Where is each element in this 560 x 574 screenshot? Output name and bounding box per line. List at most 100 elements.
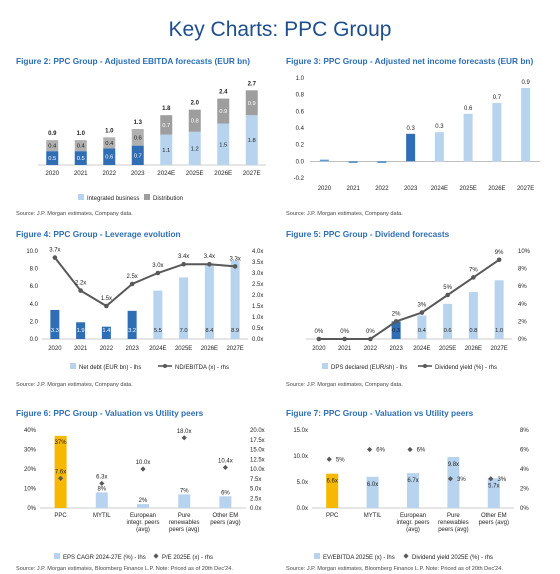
bar-label-dps: 1.0: [495, 328, 503, 334]
point-label-dividend-yield: 3%: [457, 477, 466, 483]
bar-eps-cagr: [95, 492, 108, 508]
x-tick-label: 2027E: [226, 346, 243, 352]
point-dividend-yield: [393, 319, 399, 324]
bar-label-integrated: 0.5: [77, 156, 85, 162]
bar-net-debt: [127, 310, 137, 339]
x-tick-label: 2024E: [431, 186, 448, 192]
point-label-nd-ebitda: 3.0x: [152, 263, 163, 269]
legend-label-distribution: Distribution: [153, 196, 183, 202]
bar-integrated-business: [131, 145, 144, 165]
bar-label-distribution: 0.4: [77, 144, 86, 150]
bar-label-net-debt: 1.4: [102, 328, 111, 334]
x-tick-label: 2025E: [459, 186, 476, 192]
y-right-tick-label: 6%: [518, 284, 527, 290]
figure-5-title: Figure 5: PPC Group - Dividend forecasts: [286, 229, 450, 239]
point-nd-ebitda: [104, 303, 109, 309]
x-tick-label: 2026E: [465, 346, 482, 352]
bar-distribution: [74, 140, 87, 152]
bar: [492, 103, 502, 162]
x-tick-label: 2024E: [413, 346, 430, 352]
x-tick-label: 2023: [389, 346, 403, 352]
x-tick-label: 2021: [338, 346, 352, 352]
bar-distribution: [245, 90, 258, 116]
x-tick-label: PPC: [326, 513, 339, 519]
bar-eps-cagr: [219, 496, 232, 508]
point-nd-ebitda: [78, 288, 83, 293]
figure-7-source: Source: J.P. Morgan estimates, Bloomberg…: [286, 566, 503, 572]
point-dividend-yield: [488, 476, 494, 482]
y-right-tick-label: 4%: [518, 302, 527, 308]
figure-2-title: Figure 2: PPC Group - Adjusted EBITDA fo…: [16, 56, 251, 66]
y-left-tick-label: 20%: [24, 467, 37, 473]
y-right-tick-label: 4.0x: [252, 249, 263, 255]
point-label-dividend-yield: 0%: [315, 329, 324, 335]
point-dividend-yield: [419, 310, 425, 315]
bar-distribution: [46, 140, 59, 152]
point-label-nd-ebitda: 3.4x: [178, 254, 189, 260]
x-tick-label: MYTIL: [93, 513, 111, 519]
bar-label-integrated: 1.5: [219, 142, 227, 148]
x-tick-label: 2020: [45, 170, 59, 177]
y-right-tick-label: 0.0x: [252, 337, 263, 343]
point-label-nd-ebitda: 3.7x: [49, 248, 60, 254]
bar: [463, 113, 473, 162]
x-tick-label: European integr. peers (avg): [126, 513, 159, 533]
x-tick-label: 2026E: [214, 170, 232, 177]
figure-5-panel: Figure 5: PPC Group - Dividend forecasts…: [286, 229, 546, 393]
point-dividend-yield: [368, 336, 373, 342]
point-label-nd-ebitda: 3.3x: [229, 256, 240, 262]
bar-total-label: 0.9: [48, 131, 57, 137]
point-label-nd-ebitda: 3.4x: [204, 254, 215, 260]
y-tick-label: -0.2: [294, 176, 305, 182]
line-nd-ebitda: [54, 256, 236, 308]
figure-6-panel: Figure 6: PPC Group - Valuation vs Utili…: [16, 408, 276, 572]
x-tick-label: Other EM peers (avg): [479, 513, 509, 526]
bar-label-eps-cagr: 8%: [97, 486, 106, 492]
bar-ev-ebitda: [447, 457, 460, 508]
point-label-nd-ebitda: 2.2x: [75, 281, 86, 287]
figure-7-chart: 15.0x 10.0x 5.0x 0.0x 8% 6% 4% 2% 0% 6.6x 5% PPC 6.0…: [293, 428, 529, 561]
bar-total-label: 2.7: [248, 81, 257, 87]
point-label-dividend-yield: 9%: [495, 250, 504, 256]
x-tick-label: 2022: [102, 170, 116, 177]
point-label-pe: 6.3x: [96, 474, 107, 480]
y-right-tick-label: 15.0x: [250, 448, 265, 454]
point-label-dividend-yield: 6%: [376, 448, 385, 454]
bar-eps-cagr: [137, 504, 149, 508]
bar-total-label: 1.8: [162, 106, 171, 112]
y-right-tick-label: 17.5x: [250, 438, 265, 444]
bar-label-eps-cagr: 2%: [139, 498, 148, 504]
bar-value-label: 0.3: [406, 126, 415, 132]
x-tick-label: 2021: [346, 186, 360, 192]
y-left-tick-label: 40%: [24, 428, 37, 434]
x-tick-label: 2027E: [490, 346, 507, 352]
point-label-dividend-yield: 6%: [417, 448, 426, 454]
legend-point-dividend-yield: [403, 553, 409, 559]
y-right-tick-label: 4%: [520, 467, 529, 473]
x-tick-label: 2020: [318, 186, 332, 192]
y-tick-label: 0.6: [296, 109, 305, 115]
x-tick-label: 2022: [100, 346, 114, 352]
point-nd-ebitda: [52, 255, 58, 260]
bar-label-dps: 0.8: [469, 328, 477, 334]
legend-swatch-distribution: [144, 194, 150, 200]
bar-integrated-business: [103, 148, 116, 165]
y-right-tick-label: 1.0x: [252, 315, 263, 321]
bar-integrated-business: [217, 123, 230, 165]
bar-label-dps: 0.4: [418, 328, 427, 334]
bar-label-distribution: 0.4: [48, 144, 57, 150]
bar-label-distribution: 0.9: [248, 101, 256, 107]
bar: [406, 133, 416, 162]
x-tick-label: 2020: [312, 346, 326, 352]
y-right-tick-label: 10%: [518, 249, 531, 255]
legend-point-dividend-yield: [423, 364, 427, 368]
bar-net-debt: [50, 309, 60, 339]
point-label-pe: 10.0x: [136, 460, 151, 466]
bar-label-integrated: 0.6: [105, 155, 113, 161]
y-left-tick-label: 10%: [24, 487, 37, 493]
x-tick-label: 2026E: [201, 346, 218, 352]
y-right-tick-label: 8%: [518, 267, 527, 273]
x-tick-label: 2023: [404, 186, 418, 192]
figure-7-title: Figure 7: PPC Group - Valuation vs Utili…: [286, 408, 474, 418]
bar-label-eps-cagr: 7%: [180, 488, 189, 494]
